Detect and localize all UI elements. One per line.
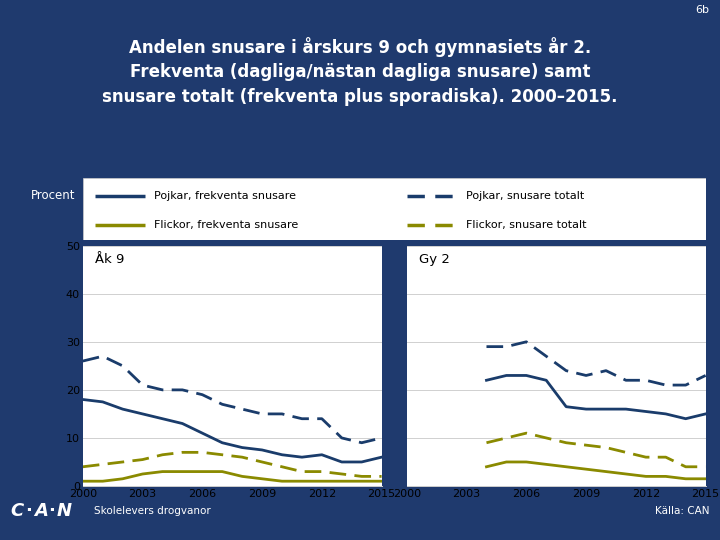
Text: A: A [34, 502, 48, 520]
Text: 6b: 6b [696, 5, 709, 15]
Text: Källa: CAN: Källa: CAN [654, 506, 709, 516]
Text: Pojkar, snusare totalt: Pojkar, snusare totalt [466, 191, 584, 200]
Text: Åk 9: Åk 9 [95, 253, 124, 266]
Text: Gy 2: Gy 2 [419, 253, 449, 266]
Text: N: N [57, 502, 72, 520]
Text: Procent: Procent [31, 189, 76, 202]
Text: Flickor, frekventa snusare: Flickor, frekventa snusare [154, 220, 299, 230]
Text: Skolelevers drogvanor: Skolelevers drogvanor [94, 506, 210, 516]
Text: Pojkar, frekventa snusare: Pojkar, frekventa snusare [154, 191, 297, 200]
Text: Flickor, snusare totalt: Flickor, snusare totalt [466, 220, 586, 230]
Text: Andelen snusare i årskurs 9 och gymnasiets år 2.
Frekventa (dagliga/nästan dagli: Andelen snusare i årskurs 9 och gymnasie… [102, 37, 618, 106]
Text: ·: · [48, 502, 55, 520]
FancyBboxPatch shape [83, 178, 706, 240]
Text: C: C [11, 502, 24, 520]
Text: ·: · [25, 502, 32, 520]
